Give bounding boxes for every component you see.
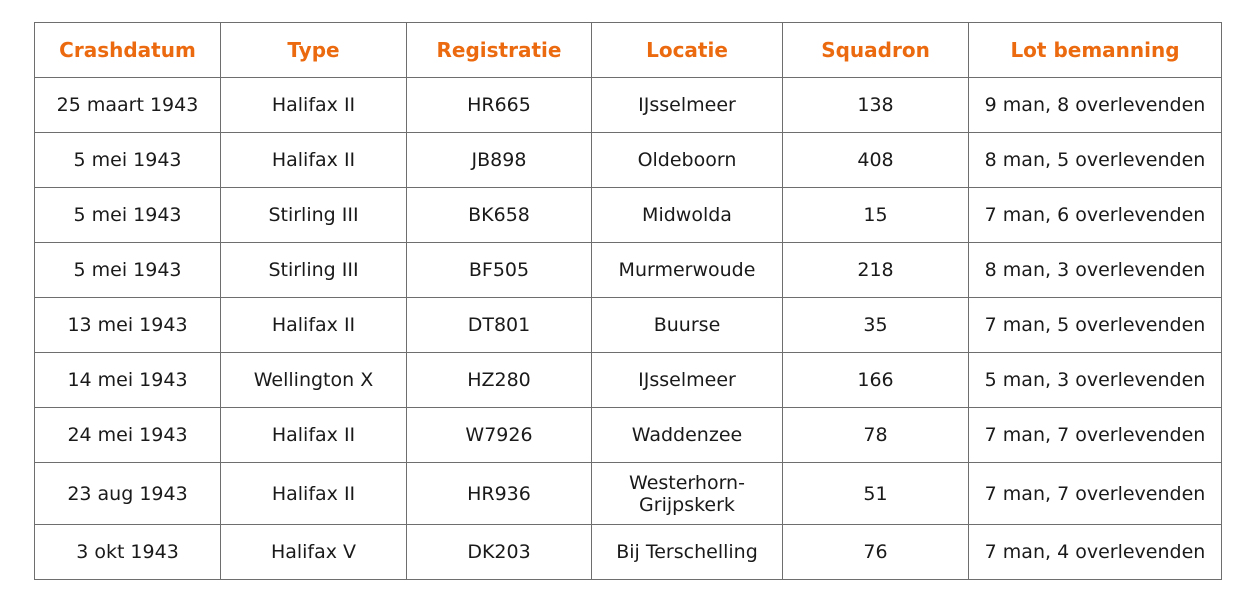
cell-locatie: Midwolda	[591, 187, 783, 243]
cell-lot-bemanning: 9 man, 8 overlevenden	[968, 77, 1222, 133]
crash-table: Crashdatum Type Registratie Locatie Squa…	[34, 22, 1222, 580]
cell-squadron: 78	[782, 407, 969, 463]
cell-type: Halifax V	[220, 524, 407, 580]
cell-type: Halifax II	[220, 77, 407, 133]
cell-registratie: HR665	[406, 77, 592, 133]
cell-registratie: HR936	[406, 462, 592, 525]
header-squadron: Squadron	[782, 22, 969, 78]
cell-squadron: 76	[782, 524, 969, 580]
cell-lot-bemanning: 8 man, 5 overlevenden	[968, 132, 1222, 188]
table-row: 5 mei 1943 Stirling III BF505 Murmerwoude 21…	[34, 242, 1222, 298]
table-row: 3 okt 1943 Halifax V DK203 Bij Terschelling…	[34, 524, 1222, 580]
cell-crashdatum: 5 mei 1943	[34, 187, 221, 243]
cell-crashdatum: 5 mei 1943	[34, 242, 221, 298]
cell-squadron: 166	[782, 352, 969, 408]
cell-registratie: BF505	[406, 242, 592, 298]
cell-registratie: JB898	[406, 132, 592, 188]
table-row: 23 aug 1943 Halifax II HR936 Westerhorn- Gr…	[34, 462, 1222, 525]
cell-crashdatum: 25 maart 1943	[34, 77, 221, 133]
cell-squadron: 408	[782, 132, 969, 188]
header-crashdatum: Crashdatum	[34, 22, 221, 78]
cell-type: Stirling III	[220, 187, 407, 243]
cell-lot-bemanning: 7 man, 7 overlevenden	[968, 407, 1222, 463]
cell-registratie: DK203	[406, 524, 592, 580]
header-locatie: Locatie	[591, 22, 783, 78]
header-type: Type	[220, 22, 407, 78]
cell-type: Halifax II	[220, 132, 407, 188]
cell-type: Halifax II	[220, 407, 407, 463]
cell-type: Wellington X	[220, 352, 407, 408]
cell-crashdatum: 24 mei 1943	[34, 407, 221, 463]
cell-lot-bemanning: 7 man, 5 overlevenden	[968, 297, 1222, 353]
cell-lot-bemanning: 8 man, 3 overlevenden	[968, 242, 1222, 298]
table-row: 5 mei 1943 Halifax II JB898 Oldeboorn 408 8 m…	[34, 132, 1222, 188]
cell-squadron: 51	[782, 462, 969, 525]
cell-locatie: Oldeboorn	[591, 132, 783, 188]
cell-crashdatum: 3 okt 1943	[34, 524, 221, 580]
cell-type: Halifax II	[220, 297, 407, 353]
cell-squadron: 218	[782, 242, 969, 298]
cell-locatie: Murmerwoude	[591, 242, 783, 298]
cell-squadron: 15	[782, 187, 969, 243]
table-row: 25 maart 1943 Halifax II HR665 IJsselmeer 13…	[34, 77, 1222, 133]
table-row: 14 mei 1943 Wellington X HZ280 IJsselmeer 16…	[34, 352, 1222, 408]
cell-locatie: Bij Terschelling	[591, 524, 783, 580]
cell-locatie: Westerhorn- Grijpskerk	[591, 462, 783, 525]
cell-crashdatum: 14 mei 1943	[34, 352, 221, 408]
cell-type: Stirling III	[220, 242, 407, 298]
cell-lot-bemanning: 7 man, 7 overlevenden	[968, 462, 1222, 525]
cell-lot-bemanning: 5 man, 3 overlevenden	[968, 352, 1222, 408]
cell-squadron: 35	[782, 297, 969, 353]
table-row: 5 mei 1943 Stirling III BK658 Midwolda 15 7 m…	[34, 187, 1222, 243]
cell-crashdatum: 23 aug 1943	[34, 462, 221, 525]
cell-registratie: DT801	[406, 297, 592, 353]
header-row: Crashdatum Type Registratie Locatie Squa…	[34, 22, 1222, 78]
cell-lot-bemanning: 7 man, 4 overlevenden	[968, 524, 1222, 580]
cell-crashdatum: 13 mei 1943	[34, 297, 221, 353]
cell-registratie: BK658	[406, 187, 592, 243]
cell-locatie: Buurse	[591, 297, 783, 353]
cell-locatie: Waddenzee	[591, 407, 783, 463]
cell-crashdatum: 5 mei 1943	[34, 132, 221, 188]
cell-type: Halifax II	[220, 462, 407, 525]
cell-registratie: HZ280	[406, 352, 592, 408]
header-lot-bemanning: Lot bemanning	[968, 22, 1222, 78]
header-registratie: Registratie	[406, 22, 592, 78]
cell-squadron: 138	[782, 77, 969, 133]
table-row: 13 mei 1943 Halifax II DT801 Buurse 35 7 man,…	[34, 297, 1222, 353]
cell-locatie: IJsselmeer	[591, 352, 783, 408]
cell-locatie: IJsselmeer	[591, 77, 783, 133]
table-row: 24 mei 1943 Halifax II W7926 Waddenzee 78 7 m…	[34, 407, 1222, 463]
cell-registratie: W7926	[406, 407, 592, 463]
cell-lot-bemanning: 7 man, 6 overlevenden	[968, 187, 1222, 243]
